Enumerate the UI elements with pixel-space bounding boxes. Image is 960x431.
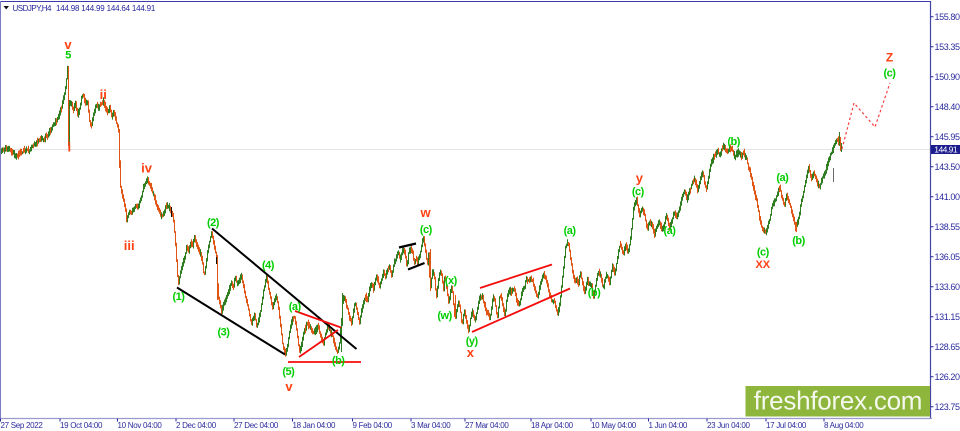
svg-text:(c): (c) [632, 186, 645, 198]
svg-text:ii: ii [100, 87, 107, 102]
svg-text:23 Jun 04:00: 23 Jun 04:00 [707, 421, 751, 430]
svg-text:iii: iii [124, 238, 135, 253]
svg-text:v: v [64, 37, 72, 52]
svg-text:iv: iv [141, 160, 153, 175]
svg-text:131.15: 131.15 [935, 312, 960, 322]
svg-text:19 Oct 04:00: 19 Oct 04:00 [60, 421, 103, 430]
svg-text:(w): (w) [437, 310, 452, 322]
svg-text:XX: XX [755, 259, 770, 271]
svg-text:145.95: 145.95 [935, 132, 960, 142]
svg-text:143.50: 143.50 [935, 162, 960, 172]
svg-text:5: 5 [65, 50, 71, 62]
svg-text:136.05: 136.05 [935, 252, 960, 262]
svg-text:144.91: 144.91 [934, 144, 958, 154]
svg-text:10 Nov 04:00: 10 Nov 04:00 [118, 421, 163, 430]
svg-text:133.60: 133.60 [935, 282, 960, 292]
svg-text:17 Jul 04:00: 17 Jul 04:00 [766, 421, 807, 430]
svg-text:(x): (x) [445, 275, 458, 287]
svg-text:2 Dec 04:00: 2 Dec 04:00 [176, 421, 217, 430]
svg-text:128.65: 128.65 [935, 342, 960, 352]
svg-text:(b): (b) [792, 235, 805, 247]
svg-text:USDJPY,H4: USDJPY,H4 [13, 4, 53, 13]
svg-text:141.00: 141.00 [935, 192, 960, 202]
svg-text:153.35: 153.35 [935, 42, 960, 52]
svg-text:155.80: 155.80 [935, 12, 960, 22]
svg-text:148.40: 148.40 [935, 102, 960, 112]
svg-text:10 May 04:00: 10 May 04:00 [591, 421, 637, 430]
svg-text:(b): (b) [727, 136, 740, 148]
svg-text:(4): (4) [262, 260, 275, 272]
svg-text:(b): (b) [332, 355, 345, 367]
svg-text:1 Jun 04:00: 1 Jun 04:00 [649, 421, 688, 430]
svg-text:(5): (5) [282, 366, 295, 378]
svg-text:Z: Z [886, 51, 893, 65]
svg-text:3 Mar 04:00: 3 Mar 04:00 [411, 421, 451, 430]
svg-text:y: y [636, 171, 644, 186]
svg-text:123.75: 123.75 [935, 402, 960, 412]
svg-text:(a): (a) [564, 225, 577, 237]
svg-text:v: v [285, 379, 293, 394]
svg-text:(y): (y) [466, 336, 479, 348]
svg-text:(c): (c) [757, 247, 770, 259]
svg-text:(1): (1) [173, 291, 186, 303]
svg-text:138.55: 138.55 [935, 222, 960, 232]
svg-text:(a): (a) [776, 172, 789, 184]
svg-text:(c): (c) [420, 224, 433, 236]
svg-text:w: w [419, 205, 431, 220]
svg-text:(2): (2) [207, 217, 220, 229]
svg-text:150.90: 150.90 [935, 72, 960, 82]
svg-text:18 Apr 04:00: 18 Apr 04:00 [531, 421, 574, 430]
svg-text:x: x [467, 345, 475, 360]
svg-text:i: i [67, 140, 71, 155]
svg-text:(3): (3) [218, 327, 231, 339]
svg-text:8 Aug 04:00: 8 Aug 04:00 [824, 421, 864, 430]
svg-text:144.98 144.99 144.64 144.91: 144.98 144.99 144.64 144.91 [56, 4, 156, 13]
svg-text:18 Jan 04:00: 18 Jan 04:00 [293, 421, 337, 430]
svg-text:freshforex.com: freshforex.com [754, 386, 922, 416]
svg-text:27 Sep 2022: 27 Sep 2022 [1, 421, 44, 430]
svg-text:(c): (c) [884, 67, 897, 79]
svg-text:9 Feb 04:00: 9 Feb 04:00 [353, 421, 393, 430]
svg-text:126.20: 126.20 [935, 372, 960, 382]
svg-text:(b): (b) [588, 287, 601, 299]
svg-text:(a): (a) [664, 225, 677, 237]
svg-text:27 Dec 04:00: 27 Dec 04:00 [234, 421, 279, 430]
svg-text:27 Mar 04:00: 27 Mar 04:00 [465, 421, 509, 430]
svg-text:(a): (a) [289, 301, 302, 313]
